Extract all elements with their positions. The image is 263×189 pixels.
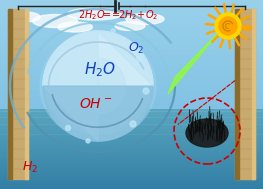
Polygon shape (43, 86, 153, 141)
Bar (252, 9, 255, 179)
Text: $H_2O$: $H_2O$ (84, 61, 116, 79)
Polygon shape (43, 31, 153, 86)
Circle shape (111, 29, 115, 33)
Ellipse shape (33, 15, 78, 28)
Ellipse shape (58, 22, 93, 32)
Ellipse shape (40, 32, 156, 140)
Circle shape (143, 88, 149, 94)
Ellipse shape (115, 22, 145, 30)
Bar (235, 9, 239, 179)
Circle shape (43, 31, 153, 141)
Circle shape (53, 74, 58, 78)
Bar (25, 9, 28, 179)
Bar (235, 9, 255, 179)
Circle shape (65, 125, 70, 130)
Ellipse shape (68, 8, 123, 20)
Circle shape (60, 45, 66, 51)
Text: $H_2$: $H_2$ (22, 160, 38, 175)
Ellipse shape (186, 119, 228, 147)
Ellipse shape (126, 13, 164, 25)
Bar (8, 9, 12, 179)
Polygon shape (43, 31, 153, 141)
Text: $OH^-$: $OH^-$ (79, 97, 113, 111)
Ellipse shape (50, 42, 146, 130)
Circle shape (86, 139, 90, 143)
Ellipse shape (10, 12, 40, 22)
Circle shape (219, 17, 237, 35)
Polygon shape (168, 31, 220, 94)
Circle shape (215, 13, 241, 39)
Circle shape (130, 121, 136, 127)
Text: $2H_2O\!\!=\!\!=\!\!2H_2\!+\!O_2$: $2H_2O\!\!=\!\!=\!\!2H_2\!+\!O_2$ (78, 8, 158, 22)
Text: $O_2$: $O_2$ (128, 40, 144, 56)
Circle shape (136, 54, 144, 61)
Ellipse shape (46, 38, 150, 134)
Bar (8, 9, 28, 179)
